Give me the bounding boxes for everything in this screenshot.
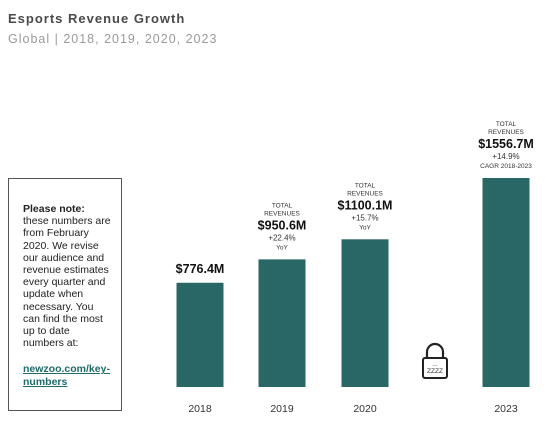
- note-box: Please note: these numbers are from Febr…: [8, 178, 122, 411]
- chart-subtitle: Global | 2018, 2019, 2020, 2023: [8, 32, 218, 46]
- x-tick-label: 2019: [270, 403, 294, 415]
- growth-label: +15.7%: [351, 213, 378, 222]
- note-heading: Please note:: [23, 203, 85, 215]
- x-tick-label: 2020: [353, 403, 377, 415]
- chart-title: Esports Revenue Growth: [8, 11, 186, 26]
- bar-2018: [176, 282, 224, 387]
- padlock-dots: ...: [432, 361, 438, 368]
- x-tick-label: 2018: [188, 403, 212, 415]
- growth-label: +22.4%: [268, 233, 295, 242]
- growth-note-label: YoY: [276, 244, 288, 251]
- growth-label: +14.9%: [492, 152, 519, 161]
- growth-note-label: CAGR 2018-2023: [480, 163, 532, 170]
- growth-note-label: YoY: [359, 224, 371, 231]
- total-revenues-label: TOTAL: [355, 182, 376, 189]
- padlock-text: ZZZZ: [427, 368, 443, 375]
- total-revenues-label: REVENUES: [264, 210, 300, 217]
- bar-2020: [341, 239, 389, 387]
- total-revenues-label: TOTAL: [496, 121, 517, 128]
- value-label: $1556.7M: [478, 137, 534, 151]
- bar-2023: [482, 178, 530, 387]
- total-revenues-label: REVENUES: [488, 129, 524, 136]
- bar-2019: [258, 259, 306, 387]
- padlock-shackle: [425, 342, 445, 358]
- x-tick-label: 2023: [494, 403, 518, 415]
- value-label: $776.4M: [176, 262, 225, 276]
- total-revenues-label: REVENUES: [347, 190, 383, 197]
- key-numbers-link[interactable]: newzoo.com/key-numbers: [23, 363, 110, 388]
- value-label: $950.6M: [258, 218, 307, 232]
- note-body: these numbers are from February 2020. We…: [23, 215, 111, 350]
- total-revenues-label: TOTAL: [272, 202, 293, 209]
- value-label: $1100.1M: [338, 198, 393, 212]
- padlock-icon: [422, 357, 448, 379]
